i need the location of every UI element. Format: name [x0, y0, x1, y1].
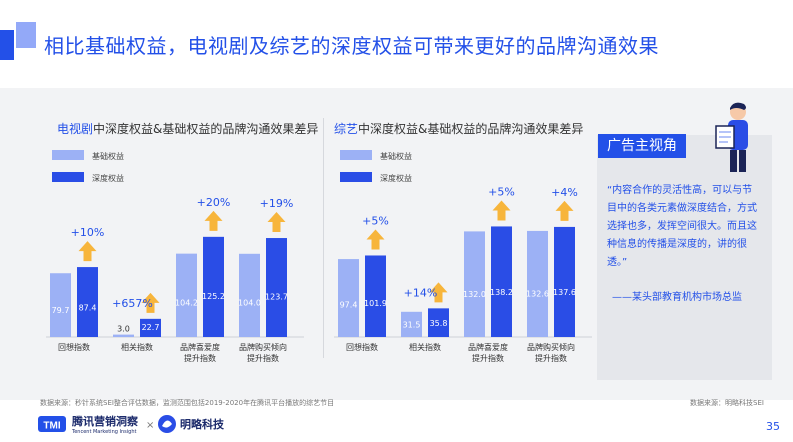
uplift-arrow [492, 200, 511, 221]
category-label: 提升指数 [247, 353, 279, 363]
bar-deep [491, 226, 512, 337]
bar-deep [365, 255, 386, 337]
header-decoration-light [16, 22, 36, 48]
mininglamp-logo [158, 415, 176, 433]
bar-value-label: 138.2 [490, 288, 513, 297]
advertiser-panel-tag: 广告主视角 [598, 134, 686, 158]
uplift-label: +4% [551, 186, 578, 199]
bar-value-label: 97.4 [340, 300, 358, 309]
chart-1-title-rest: 中深度权益&基础权益的品牌沟通效果差异 [93, 122, 319, 136]
uplift-label: +657% [112, 297, 153, 310]
category-label: 回想指数 [346, 342, 378, 352]
category-label: 品牌购买倾向 [527, 342, 575, 352]
bar-base [527, 230, 548, 337]
svg-text:TMI: TMI [43, 421, 60, 432]
legend-swatch [52, 150, 84, 160]
chart-divider [323, 118, 324, 358]
legend-swatch [52, 172, 84, 182]
category-label: 回想指数 [58, 342, 90, 352]
bar-value-label: 123.7 [265, 292, 288, 301]
footer-data-source-left: 数据来源：秒针系统SEI整合评估数据，监测范围包括2019-2020年在腾讯平台… [40, 399, 335, 407]
category-label: 相关指数 [409, 342, 441, 352]
bar-deep [140, 318, 161, 337]
tencent-logo: TMI [38, 416, 66, 432]
legend-swatch [340, 150, 372, 160]
category-label: 提升指数 [535, 353, 567, 363]
chart-2-title-rest: 中深度权益&基础权益的品牌沟通效果差异 [358, 122, 584, 136]
bar-value-label: 79.7 [52, 306, 70, 315]
uplift-arrow [78, 241, 97, 262]
footer-data-source-right: 数据来源：明略科技SEI [690, 399, 764, 407]
legend-label: 基础权益 [92, 151, 124, 161]
brand-right-name: 明略科技 [180, 417, 225, 431]
bar-value-label: 132.0 [463, 290, 486, 299]
bar-value-label: 104.0 [238, 298, 261, 307]
bar-value-label: 125.2 [202, 292, 225, 301]
brand-left-subtitle: Tencent Marketing Insight [71, 429, 136, 435]
bar-value-label: 35.8 [430, 319, 448, 328]
bar-deep [77, 267, 98, 337]
uplift-label: +19% [260, 197, 294, 210]
advertiser-quote: “内容合作的灵活性高，可以与节目中的各类元素做深度结合，方式选择也多，发挥空间很… [607, 185, 757, 268]
bar-base [338, 259, 359, 337]
header-decoration-dark [0, 30, 14, 60]
category-label: 提升指数 [184, 353, 216, 363]
bar-deep [554, 226, 575, 337]
bar-value-label: 3.0 [117, 325, 130, 334]
bar-base [239, 253, 260, 337]
legend-label: 深度权益 [92, 173, 124, 183]
chart-1-title-highlight: 电视剧 [57, 122, 94, 136]
bar-deep [428, 308, 449, 337]
category-label: 品牌购买倾向 [239, 342, 287, 352]
page-number: 35 [766, 420, 780, 433]
legend-swatch [340, 172, 372, 182]
bar-base [113, 334, 134, 337]
bar-value-label: 87.4 [79, 303, 97, 312]
person-illustration [715, 102, 748, 172]
bar-base [50, 273, 71, 337]
chart-2-title: 综艺中深度权益&基础权益的品牌沟通效果差异 [334, 120, 583, 137]
header: 相比基础权益，电视剧及综艺的深度权益可带来更好的品牌沟通效果 [0, 0, 793, 88]
bar-value-label: 22.7 [142, 323, 160, 332]
uplift-label: +10% [71, 226, 105, 239]
uplift-arrow [366, 229, 385, 250]
legend-label: 基础权益 [380, 151, 412, 161]
bar-value-label: 104.2 [175, 298, 198, 307]
footer-brand: TMI 腾讯营销洞察 Tencent Marketing Insight × 明… [38, 414, 225, 435]
bar-deep [203, 236, 224, 337]
uplift-label: +14% [404, 286, 438, 299]
category-label: 相关指数 [121, 342, 153, 352]
uplift-arrow [141, 292, 160, 313]
category-label: 品牌喜爱度 [468, 342, 508, 352]
bar-deep [266, 238, 287, 337]
uplift-arrow [267, 212, 286, 233]
uplift-arrow [429, 282, 448, 303]
bar-base [176, 253, 197, 337]
bar-value-label: 137.6 [553, 288, 576, 297]
uplift-arrow [204, 210, 223, 231]
chart-2-title-highlight: 综艺 [334, 122, 359, 136]
uplift-label: +20% [197, 196, 231, 209]
bar-base [401, 311, 422, 337]
brand-times-sign: × [146, 420, 154, 431]
uplift-label: +5% [488, 185, 515, 198]
chart-1-title: 电视剧中深度权益&基础权益的品牌沟通效果差异 [57, 120, 318, 137]
advertiser-panel [597, 135, 772, 380]
bar-value-label: 101.9 [364, 299, 387, 308]
uplift-label: +5% [362, 214, 389, 227]
advertiser-quote-source: ——某头部教育机构市场总监 [612, 292, 742, 303]
category-label: 品牌喜爱度 [180, 342, 220, 352]
category-label: 提升指数 [472, 353, 504, 363]
uplift-arrow [555, 200, 574, 221]
page-title: 相比基础权益，电视剧及综艺的深度权益可带来更好的品牌沟通效果 [44, 34, 659, 58]
bar-value-label: 31.5 [403, 320, 421, 329]
bar-value-label: 132.6 [526, 290, 549, 299]
brand-left-name: 腾讯营销洞察 [72, 414, 139, 428]
bar-base [464, 231, 485, 337]
legend-label: 深度权益 [380, 173, 412, 183]
